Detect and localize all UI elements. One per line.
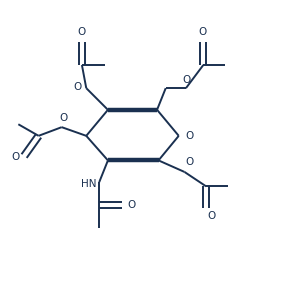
Text: O: O bbox=[77, 27, 86, 37]
Text: HN: HN bbox=[81, 179, 96, 188]
Text: O: O bbox=[198, 27, 207, 37]
Text: O: O bbox=[59, 113, 68, 123]
Text: O: O bbox=[207, 211, 216, 221]
Text: O: O bbox=[73, 82, 82, 92]
Text: O: O bbox=[12, 152, 20, 162]
Text: O: O bbox=[127, 200, 135, 210]
Text: O: O bbox=[186, 157, 194, 167]
Text: O: O bbox=[182, 75, 191, 85]
Text: O: O bbox=[185, 131, 193, 141]
